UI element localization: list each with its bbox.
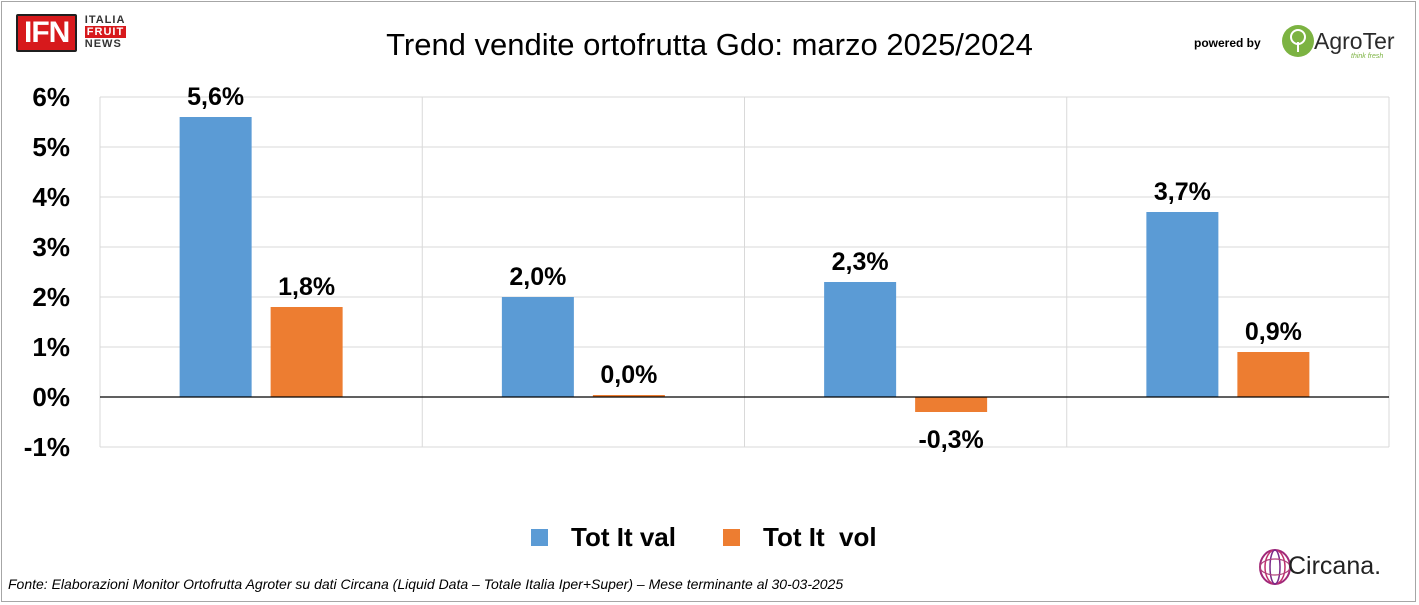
y-tick-label: -1% (24, 432, 70, 462)
legend-swatch-vol (723, 529, 740, 546)
bar-val (179, 117, 252, 397)
bar-chart: 6%5%4%3%2%1%0%-1%5,6%1,8%FRUTTA2,0%0,0%V… (24, 82, 1390, 462)
data-label: 0,9% (1245, 318, 1302, 346)
legend-item-val: Tot It val (531, 522, 676, 553)
y-tick-label: 0% (32, 382, 70, 412)
circana-globe-icon (1259, 549, 1291, 585)
ifn-logo: IFN ITALIA FRUIT NEWS (16, 14, 127, 52)
y-tick-label: 6% (32, 82, 70, 112)
legend: Tot It val Tot It vol (0, 522, 1419, 552)
bar-vol (592, 395, 665, 397)
data-label: 2,0% (509, 263, 566, 291)
agroter-name: AgroTer (1314, 28, 1395, 54)
circana-name: Circana. (1288, 552, 1382, 580)
data-label: 0,0% (600, 361, 657, 389)
data-label: 2,3% (832, 248, 889, 276)
bar-vol (1237, 352, 1310, 397)
ifn-logo-mark: IFN (16, 14, 78, 52)
bar-vol (915, 397, 988, 412)
source-note: Fonte: Elaborazioni Monitor Ortofrutta A… (8, 576, 844, 592)
bar-vol (270, 307, 343, 397)
bar-val (824, 282, 897, 397)
chart-title: Trend vendite ortofrutta Gdo: marzo 2025… (386, 27, 1033, 62)
y-tick-label: 3% (32, 232, 70, 262)
circana-logo: Circana. (1258, 546, 1381, 591)
powered-by-label: powered by (1194, 36, 1261, 50)
ifn-logo-line3: NEWS (84, 38, 122, 50)
legend-label-val: Tot It val (571, 522, 676, 552)
legend-swatch-val (531, 529, 548, 546)
legend-item-vol: Tot It vol (723, 522, 877, 553)
ifn-logo-line2: FRUIT (84, 26, 127, 38)
data-label: 1,8% (278, 273, 335, 301)
ifn-logo-line1: ITALIA (84, 14, 126, 26)
legend-label-vol: Tot It vol (763, 522, 877, 552)
y-tick-label: 2% (32, 282, 70, 312)
y-tick-label: 1% (32, 332, 70, 362)
data-label: -0,3% (918, 426, 983, 454)
bar-val (1146, 212, 1219, 397)
agroter-tree-icon (1282, 25, 1314, 57)
bar-val (501, 297, 574, 397)
y-tick-label: 4% (32, 182, 70, 212)
data-label: 5,6% (187, 83, 244, 111)
y-tick-label: 5% (32, 132, 70, 162)
agroter-logo: AgroTer think fresh (1281, 24, 1395, 63)
ifn-logo-text: ITALIA FRUIT NEWS (84, 14, 127, 50)
data-label: 3,7% (1154, 178, 1211, 206)
agroter-tagline: think fresh (1351, 53, 1384, 60)
